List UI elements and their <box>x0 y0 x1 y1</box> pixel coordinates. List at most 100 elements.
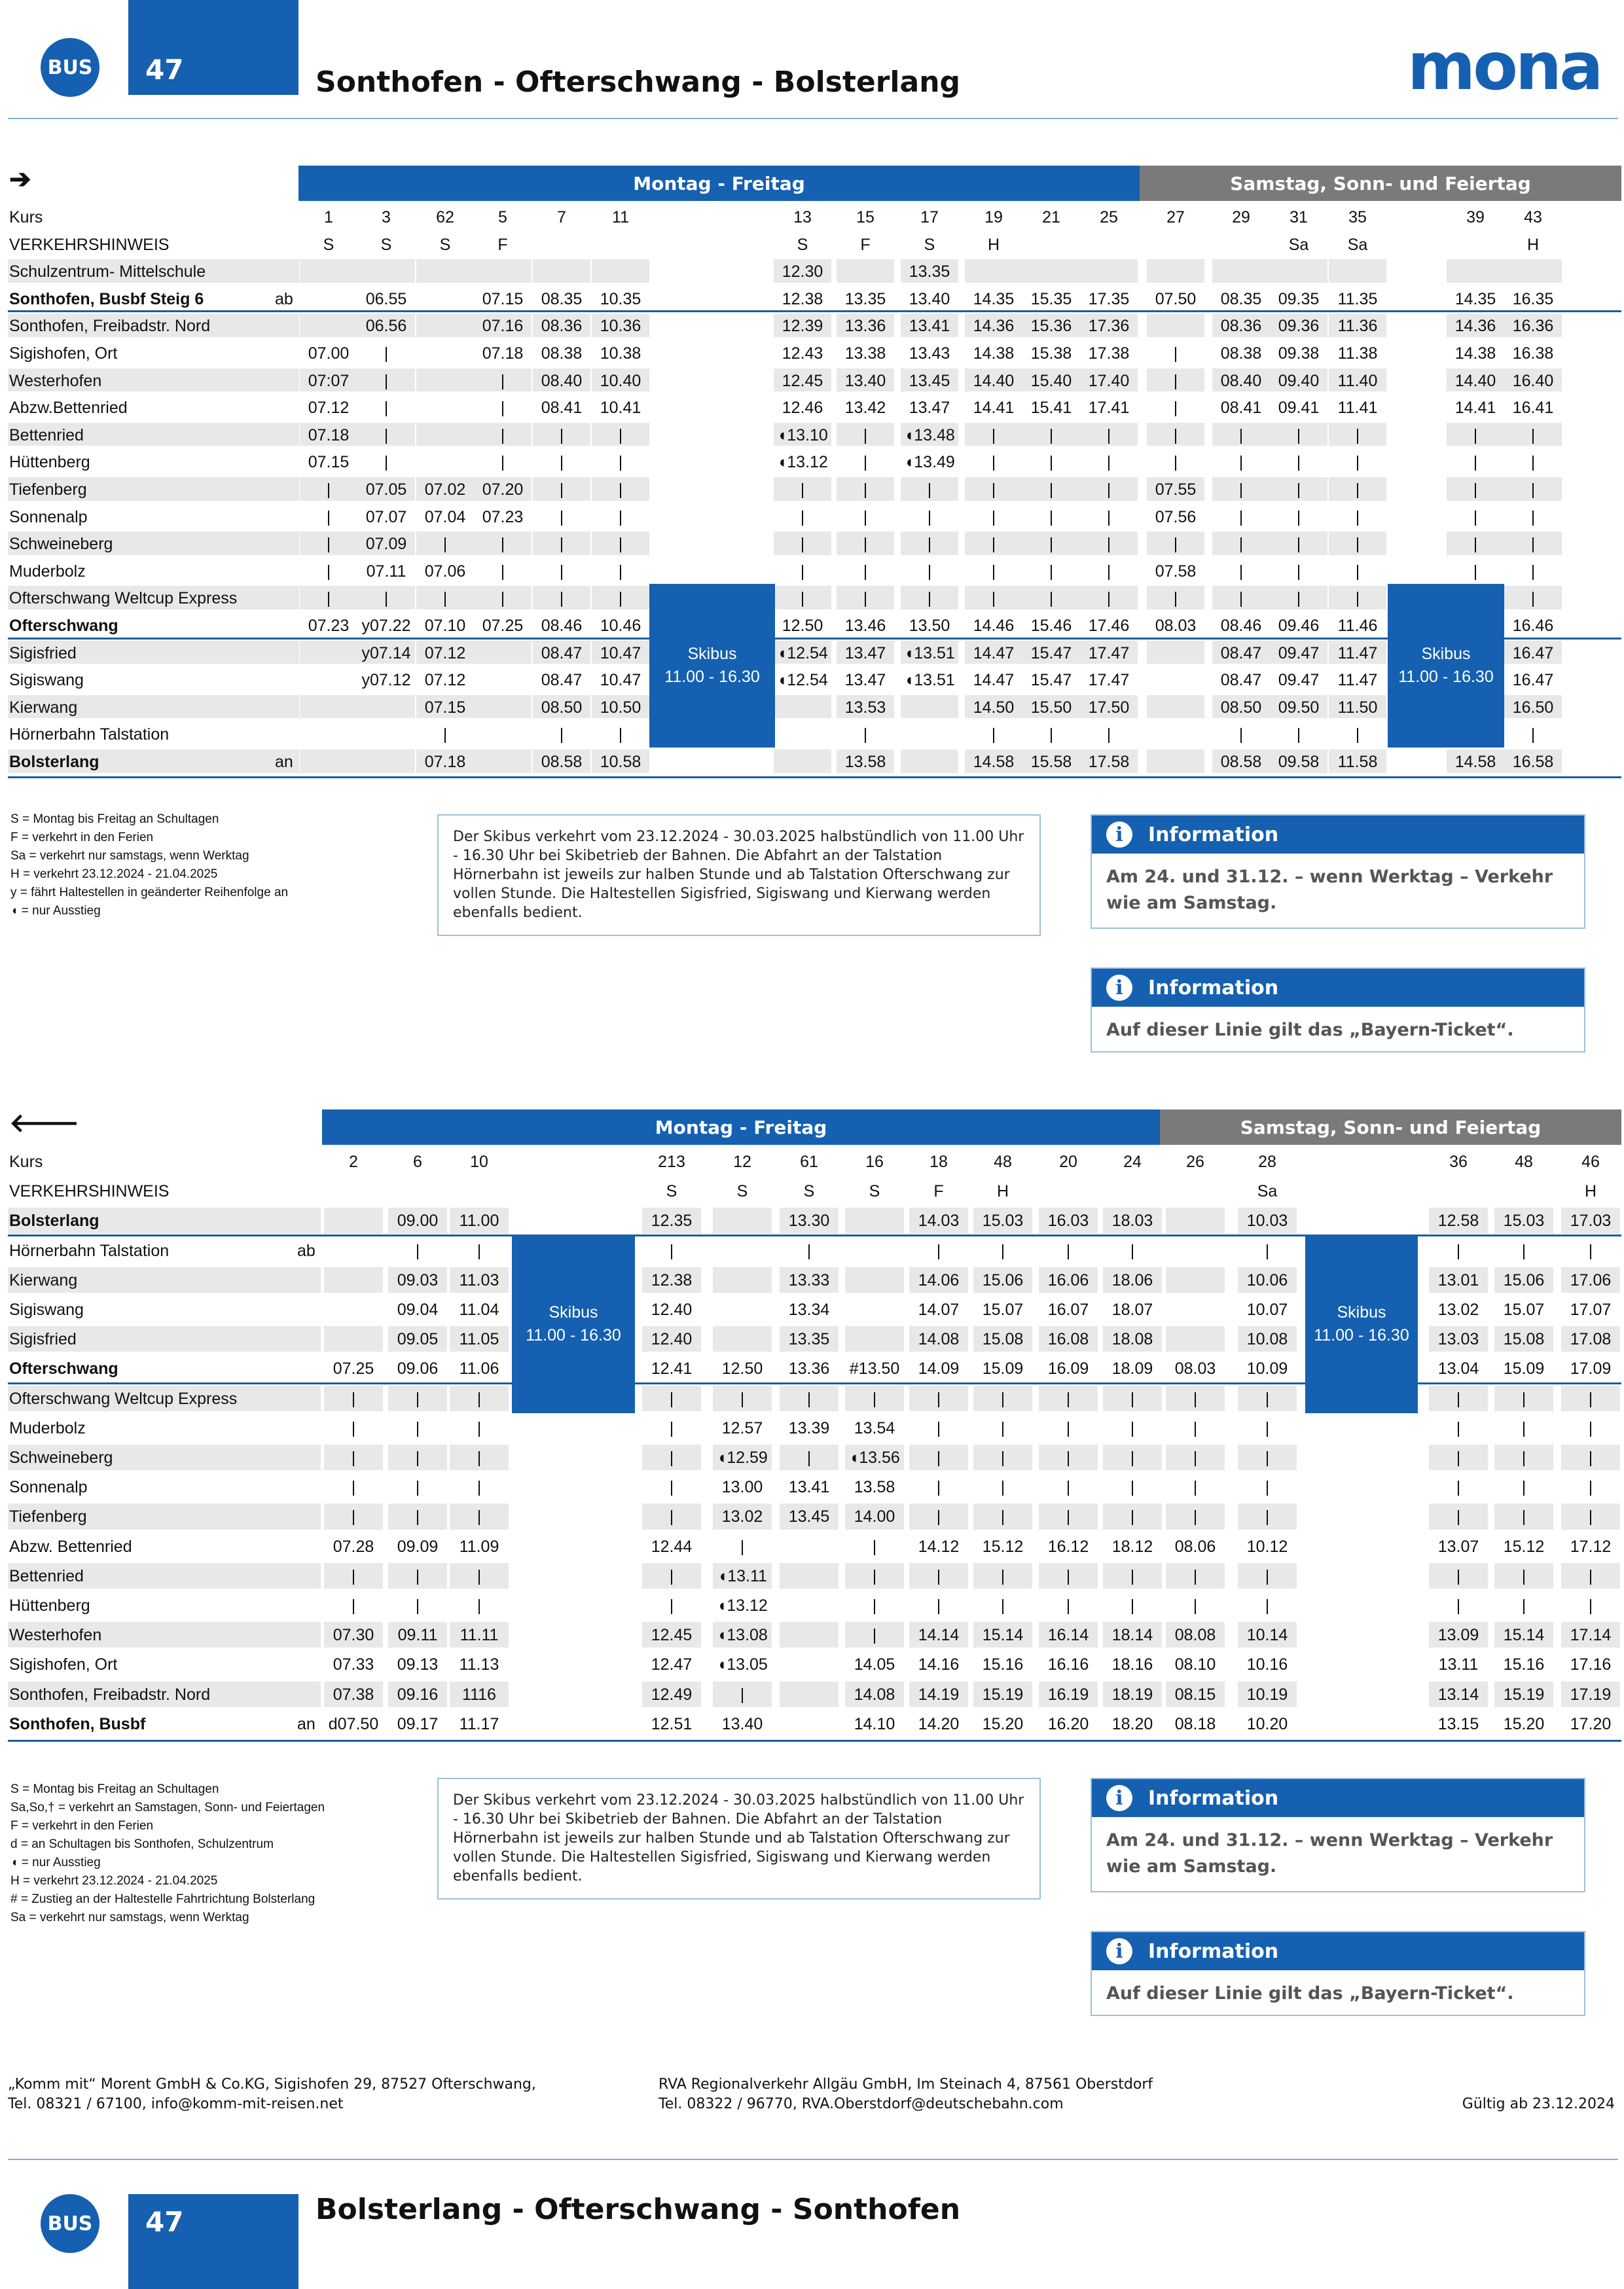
cell-shade <box>1270 259 1327 283</box>
cell-shade <box>300 368 357 392</box>
cell-shade <box>416 314 474 337</box>
cell-shade <box>324 1562 383 1589</box>
departure-time: 14.16 <box>918 1655 960 1674</box>
departure-time: | <box>1049 535 1054 554</box>
departure-time: | <box>1296 425 1301 444</box>
hinweis-code: Sa <box>1288 235 1309 254</box>
kurs-row: Kurs 2 6 10 213 12 61 16 18 48 20 24 26 28 36 48 46 <box>8 1147 1621 1176</box>
departure-time: 07.38 <box>333 1685 374 1704</box>
departure-time: | <box>477 1478 482 1497</box>
cell-shade <box>845 1326 904 1352</box>
stop-name: Sigiswang <box>9 671 84 690</box>
departure-time: | <box>927 562 932 581</box>
departure-time: 07.56 <box>1155 507 1197 526</box>
cell-shade <box>1238 1681 1297 1707</box>
row-shade <box>8 532 299 555</box>
departure-time: 17.35 <box>1088 289 1130 308</box>
departure-time: 16.19 <box>1047 1685 1089 1704</box>
cell-shade <box>357 749 415 773</box>
departure-time: 12.57 <box>721 1418 763 1437</box>
departure-time: | <box>1456 1418 1461 1437</box>
cell-shade <box>780 1681 839 1707</box>
stop-name: Bolsterlang <box>9 753 99 771</box>
cell-shade <box>780 1385 839 1411</box>
cell-shade <box>1504 314 1562 337</box>
cell-shade <box>1103 1681 1162 1707</box>
departure-time: | <box>1049 725 1054 744</box>
cell-shade <box>901 314 958 337</box>
departure-time: | <box>1265 1566 1270 1585</box>
departure-time: | <box>1193 1418 1198 1437</box>
departure-time: 16.58 <box>1512 753 1554 771</box>
cell-shade <box>416 586 474 609</box>
departure-time: 08.47 <box>541 643 583 662</box>
skibus-block: Skibus 11.00 - 16.30 <box>649 584 775 748</box>
departure-time: 13.15 <box>1437 1714 1479 1733</box>
departure-time: ◖13.49 <box>904 453 955 472</box>
departure-time: | <box>1106 589 1111 608</box>
legend-item: y = fährt Haltestellen in geänderter Rei… <box>10 886 289 899</box>
departure-time: 10.08 <box>1246 1330 1288 1349</box>
cell-shade <box>909 1622 968 1648</box>
cell-shade <box>324 1681 383 1707</box>
kurs-number: 17 <box>920 208 939 226</box>
departure-time: ◖12.54 <box>777 671 828 690</box>
cell-shade <box>1238 1385 1297 1411</box>
departure-time: | <box>669 1478 674 1497</box>
departure-time: | <box>872 1596 877 1615</box>
departure-time: | <box>1521 1478 1526 1497</box>
departure-time: 14.00 <box>854 1507 895 1526</box>
departure-time: 08.06 <box>1174 1537 1216 1556</box>
departure-time: | <box>1193 1566 1198 1585</box>
departure-time: 13.39 <box>788 1418 830 1437</box>
departure-time: | <box>1066 1449 1071 1467</box>
departure-time: | <box>936 1566 941 1585</box>
departure-time: 12.58 <box>1437 1212 1479 1231</box>
cell-shade <box>450 1681 509 1707</box>
departure-time: 16.12 <box>1047 1537 1089 1556</box>
cell-shade <box>1080 532 1138 555</box>
departure-time: | <box>1066 1566 1071 1585</box>
kurs-number: 6 <box>413 1153 422 1171</box>
stop-name: Sonthofen, Busbf <box>9 1714 146 1733</box>
departure-time: | <box>1355 589 1360 608</box>
row-shade <box>8 368 299 392</box>
cell-shade <box>450 1504 509 1530</box>
kurs-number: 12 <box>733 1153 751 1171</box>
cell-shade <box>1039 1267 1098 1293</box>
table-row: Tiefenberg | 07.05 07.02 07.20 | | | | | | | | 07.55 |… <box>8 475 1621 503</box>
cell-shade <box>1080 314 1138 337</box>
cell-shade <box>642 1385 701 1411</box>
cell-shade <box>965 694 1022 719</box>
departure-time: 17.38 <box>1088 344 1130 363</box>
kurs-number: 18 <box>929 1153 948 1171</box>
cell-shade <box>1561 1208 1620 1234</box>
departure-time: | <box>1530 589 1536 608</box>
departure-time: 15.06 <box>1503 1271 1545 1289</box>
cell-shade <box>774 586 831 609</box>
departure-time: 14.36 <box>973 317 1015 336</box>
departure-time: 08.03 <box>1155 617 1197 635</box>
departure-time: | <box>1296 453 1301 472</box>
departure-time: 12.50 <box>782 617 823 635</box>
row-separator <box>8 310 1621 313</box>
stop-name: Ofterschwang Weltcup Express <box>9 589 238 608</box>
departure-time: | <box>326 562 331 581</box>
departure-time: | <box>1000 1507 1005 1526</box>
departure-time: 13.03 <box>1437 1330 1479 1349</box>
cell-shade <box>965 640 1022 664</box>
departure-time: 14.06 <box>918 1271 960 1289</box>
departure-time: 11.04 <box>459 1301 499 1319</box>
departure-time: | <box>1066 1478 1071 1497</box>
cell-shade <box>388 1385 447 1411</box>
cell-shade <box>909 1562 968 1589</box>
departure-time: 13.54 <box>854 1418 895 1437</box>
cell-shade <box>901 694 958 719</box>
departure-time: 10.50 <box>600 698 641 717</box>
cell-shade <box>474 477 532 501</box>
departure-time: 12.50 <box>721 1360 763 1379</box>
cell-shade <box>388 1208 447 1234</box>
departure-time: 11.11 <box>460 1626 499 1645</box>
departure-time: 17.07 <box>1570 1301 1612 1319</box>
departure-time: 15.20 <box>1503 1714 1545 1733</box>
